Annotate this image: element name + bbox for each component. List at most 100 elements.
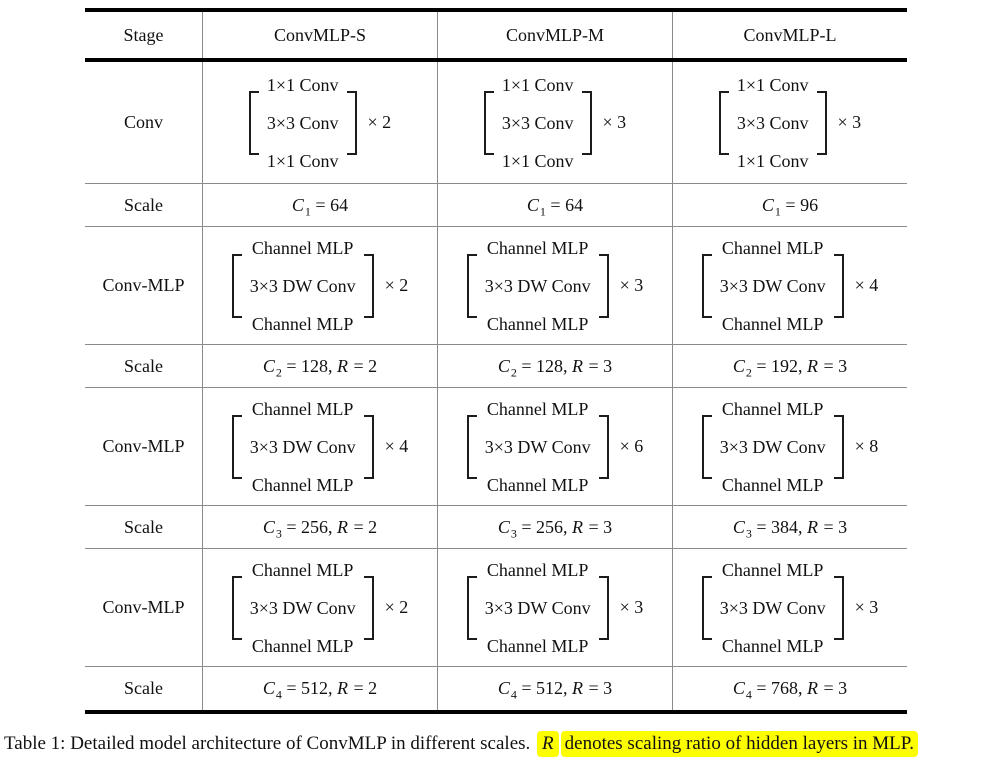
scale-segment: 4 — [510, 687, 517, 702]
table-row: Conv 1×1 Conv 3×3 Conv 1×1 Conv × 2 1×1 Conv 3… — [85, 62, 907, 184]
scale-cell: C4 = 512, R = 2 — [202, 667, 437, 710]
scale-segment: C — [732, 516, 745, 537]
scale-value: C1 = 64 — [292, 195, 348, 219]
scale-segment: = 3 — [584, 355, 613, 376]
scale-segment: = 256, — [281, 516, 337, 537]
scale-segment: 4 — [745, 687, 752, 702]
layer-line: 1×1 Conv — [266, 150, 339, 171]
scale-segment: = 64 — [545, 194, 584, 215]
scale-segment: = 3 — [819, 355, 848, 376]
bracket-group: Channel MLP 3×3 DW Conv Channel MLP × 3 — [466, 229, 643, 343]
header-cell-convmlp-m: ConvMLP-M — [437, 12, 672, 58]
layer-line: Channel MLP — [486, 398, 589, 419]
layer-line: Channel MLP — [486, 559, 589, 580]
layer-line: Channel MLP — [251, 237, 354, 258]
repeat-multiplier: × 2 — [384, 597, 409, 617]
repeat-multiplier: × 3 — [837, 112, 862, 132]
stage-cell: Scale — [124, 194, 163, 215]
scale-segment: R — [337, 516, 348, 537]
left-bracket-icon — [701, 253, 712, 318]
scale-segment: = 384, — [751, 516, 807, 537]
block-cell: 1×1 Conv 3×3 Conv 1×1 Conv × 3 — [672, 62, 907, 183]
scale-segment: = 2 — [349, 678, 378, 698]
block-cell: Channel MLP 3×3 DW Conv Channel MLP × 6 — [437, 388, 672, 505]
bracket-group: 1×1 Conv 3×3 Conv 1×1 Conv × 3 — [483, 66, 626, 180]
scale-cell: C2 = 192, R = 3 — [672, 345, 907, 387]
scale-segment: 4 — [275, 687, 282, 702]
layer-line: 3×3 DW Conv — [484, 275, 591, 296]
layer-line: Channel MLP — [486, 237, 589, 258]
layer-line: 3×3 DW Conv — [719, 275, 826, 296]
scale-segment: C — [761, 194, 774, 215]
right-bracket-icon — [581, 90, 592, 155]
scale-segment: 1 — [304, 204, 311, 219]
scale-segment: = 512, — [516, 678, 572, 698]
header-cell-stage: Stage — [123, 24, 164, 45]
layer-stack: 1×1 Conv 3×3 Conv 1×1 Conv — [737, 66, 809, 180]
scale-cell: C2 = 128, R = 2 — [202, 345, 437, 387]
repeat-multiplier: × 3 — [619, 597, 644, 617]
bracket-group: Channel MLP 3×3 DW Conv Channel MLP × 4 — [231, 390, 409, 504]
table-row: Scale C1 = 64 C1 = 64 C1 = 96 — [85, 184, 907, 227]
scale-segment: 3 — [510, 526, 517, 541]
block-cell: Channel MLP 3×3 DW Conv Channel MLP × 3 — [437, 227, 672, 344]
scale-value: C4 = 768, R = 3 — [732, 678, 847, 702]
block-cell: Channel MLP 3×3 DW Conv Channel MLP × 2 — [202, 227, 437, 344]
table-row: Scale C3 = 256, R = 2 C3 = 256, R = 3 C3 = … — [85, 506, 907, 549]
right-bracket-icon — [598, 253, 609, 318]
layer-line: Channel MLP — [251, 635, 354, 656]
layer-stack: 1×1 Conv 3×3 Conv 1×1 Conv — [502, 66, 574, 180]
table-row: Scale C4 = 512, R = 2 C4 = 512, R = 3 C4 = … — [85, 667, 907, 710]
scale-value: C2 = 128, R = 3 — [498, 355, 613, 379]
scale-value: C3 = 256, R = 2 — [263, 516, 377, 541]
bracket-group: Channel MLP 3×3 DW Conv Channel MLP × 3 — [701, 551, 879, 665]
bracket-group: Channel MLP 3×3 DW Conv Channel MLP × 4 — [701, 229, 878, 343]
stage-cell: Conv-MLP — [102, 275, 185, 295]
scale-segment: = 2 — [349, 355, 378, 376]
block-cell: Channel MLP 3×3 DW Conv Channel MLP × 2 — [202, 549, 437, 666]
layer-line: Channel MLP — [486, 635, 589, 656]
right-bracket-icon — [833, 575, 844, 640]
left-bracket-icon — [483, 90, 494, 155]
table-row: Conv-MLP Channel MLP 3×3 DW Conv Channel ML… — [85, 227, 907, 345]
bracket-group: Channel MLP 3×3 DW Conv Channel MLP × 3 — [466, 551, 644, 665]
caption-text: Table 1: Detailed model architecture of … — [4, 733, 536, 754]
block-cell: Channel MLP 3×3 DW Conv Channel MLP × 8 — [672, 388, 907, 505]
scale-segment: R — [572, 516, 583, 537]
stage-cell: Scale — [124, 355, 163, 376]
scale-cell: C2 = 128, R = 3 — [437, 345, 672, 387]
layer-stack: Channel MLP 3×3 DW Conv Channel MLP — [485, 551, 591, 665]
scale-segment: C — [732, 678, 745, 698]
block-cell: Channel MLP 3×3 DW Conv Channel MLP × 4 — [202, 388, 437, 505]
stage-cell: Conv-MLP — [102, 436, 185, 456]
right-bracket-icon — [363, 414, 374, 479]
repeat-multiplier: × 6 — [619, 436, 644, 456]
layer-line: Channel MLP — [251, 313, 354, 334]
right-bracket-icon — [833, 253, 844, 318]
stage-cell: Scale — [124, 678, 163, 698]
layer-stack: 1×1 Conv 3×3 Conv 1×1 Conv — [267, 66, 339, 180]
repeat-multiplier: × 8 — [854, 436, 879, 456]
right-bracket-icon — [363, 253, 374, 318]
block-cell: 1×1 Conv 3×3 Conv 1×1 Conv × 2 — [202, 62, 437, 183]
right-bracket-icon — [598, 414, 609, 479]
scale-value: C3 = 384, R = 3 — [732, 516, 847, 540]
scale-segment: R — [337, 678, 348, 698]
bracket-group: 1×1 Conv 3×3 Conv 1×1 Conv × 3 — [718, 66, 862, 180]
scale-value: C2 = 192, R = 3 — [733, 355, 848, 379]
layer-line: 3×3 Conv — [736, 112, 809, 133]
repeat-multiplier: × 4 — [384, 436, 409, 456]
repeat-multiplier: × 2 — [367, 112, 392, 132]
scale-segment: = 3 — [584, 678, 613, 698]
layer-line: 3×3 DW Conv — [249, 597, 356, 618]
repeat-multiplier: × 3 — [854, 597, 879, 617]
layer-line: 3×3 DW Conv — [484, 436, 591, 457]
layer-line: 1×1 Conv — [736, 74, 809, 95]
architecture-table-body: Conv 1×1 Conv 3×3 Conv 1×1 Conv × 2 1×1 Conv 3… — [85, 62, 907, 710]
left-bracket-icon — [718, 90, 729, 155]
left-bracket-icon — [466, 253, 477, 318]
scale-segment: 3 — [275, 526, 282, 541]
right-bracket-icon — [346, 90, 357, 155]
scale-cell: C1 = 64 — [437, 184, 672, 226]
